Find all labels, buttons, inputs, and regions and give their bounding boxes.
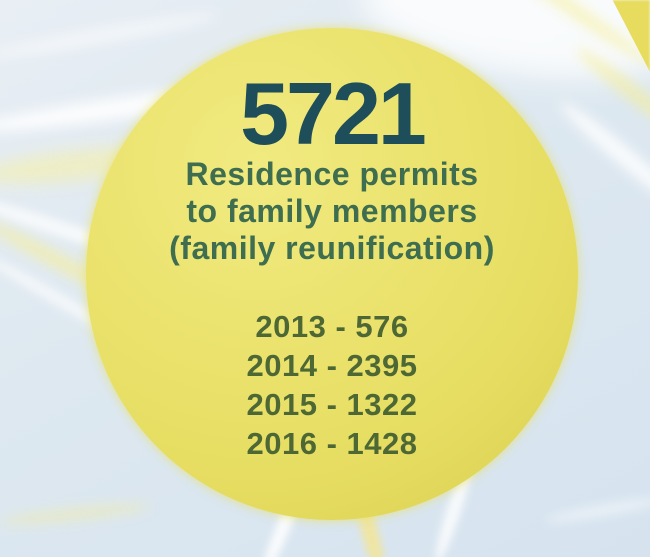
caption-line: to family members bbox=[186, 193, 478, 229]
year-stat-line: 2015 - 1322 bbox=[246, 387, 418, 422]
caption-line: Residence permits bbox=[185, 156, 479, 192]
year-stat-line: 2014 - 2395 bbox=[246, 348, 418, 383]
caption: Residence permits to family members (fam… bbox=[86, 156, 578, 267]
total-count: 5721 bbox=[240, 64, 427, 163]
caption-line: (family reunification) bbox=[169, 230, 495, 266]
year-stat-line: 2013 - 576 bbox=[255, 309, 409, 344]
yearly-breakdown: 2013 - 576 2014 - 2395 2015 - 1322 2016 … bbox=[86, 307, 578, 463]
circle-content: 5721 Residence permits to family members… bbox=[86, 28, 578, 520]
sun-circle bbox=[86, 28, 578, 520]
year-stat-line: 2016 - 1428 bbox=[246, 426, 418, 461]
